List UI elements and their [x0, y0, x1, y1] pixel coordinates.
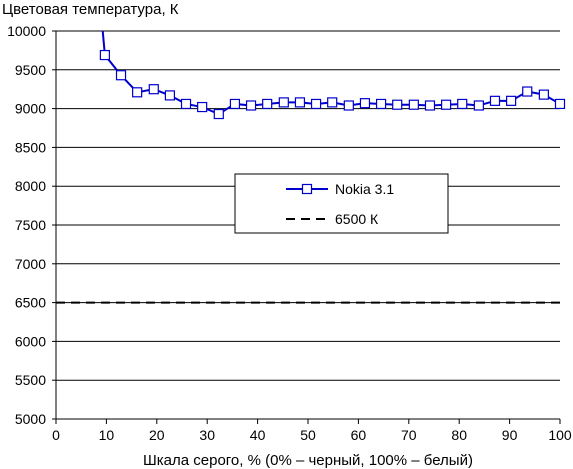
data-point: [294, 97, 306, 108]
data-point: [359, 98, 371, 109]
data-point: [489, 95, 501, 106]
legend-label-2: 6500 К: [335, 211, 379, 227]
x-tick-label: 60: [351, 427, 367, 443]
legend-box: [234, 173, 449, 234]
data-point: [278, 97, 289, 108]
axes: [52, 30, 561, 424]
x-tick-label: 30: [199, 427, 215, 443]
y-tick-label: 5000: [15, 411, 46, 427]
data-point: [262, 98, 273, 110]
y-tick-label: 8000: [15, 178, 46, 194]
x-axis-title: Шкала серого, % (0% – черный, 100% – бел…: [143, 452, 473, 469]
legend-label-1: Nokia 3.1: [335, 181, 394, 197]
x-tick-label: 80: [451, 427, 467, 443]
data-point: [506, 95, 517, 106]
x-tick-label: 70: [401, 427, 417, 443]
data-point: [132, 87, 143, 98]
y-tick-labels: 5000 5500 6000 6500 7000 7500 8000 8500 9000 9500…: [7, 23, 46, 427]
legend-marker: [301, 183, 313, 195]
data-point: [392, 99, 403, 110]
y-tick-label: 8500: [15, 139, 46, 155]
data-point: [310, 98, 322, 110]
y-tick-label: 7500: [15, 217, 46, 233]
x-tick-label: 10: [99, 427, 115, 443]
data-point: [99, 49, 110, 61]
series-layer: [56, 31, 566, 304]
data-point: [115, 70, 127, 81]
legend: Nokia 3.1 6500 К: [234, 173, 449, 234]
data-point: [164, 90, 176, 101]
y-axis-title: Цветовая температура, К: [2, 1, 179, 18]
x-tick-labels: 0 10 20 30 40 50 60 70 80 90 100: [52, 427, 572, 443]
data-point: [473, 100, 484, 111]
data-point: [343, 100, 354, 111]
data-point: [327, 97, 338, 108]
series-1: [99, 31, 566, 120]
data-point: [408, 99, 419, 110]
data-point: [213, 108, 224, 120]
data-point: [457, 98, 468, 110]
data-point: [229, 98, 241, 110]
y-tick-label: 9000: [15, 101, 46, 117]
x-tick-label: 100: [548, 427, 572, 443]
y-tick-label: 6000: [15, 333, 46, 349]
x-tick-label: 50: [300, 427, 316, 443]
x-tick-label: 20: [149, 427, 165, 443]
data-point: [440, 99, 452, 110]
y-tick-label: 9500: [15, 62, 46, 78]
data-point: [197, 101, 208, 113]
y-tick-label: 10000: [7, 23, 46, 39]
data-point: [148, 84, 159, 95]
data-point: [538, 89, 549, 100]
data-point: [522, 86, 533, 97]
data-point: [554, 98, 566, 110]
x-tick-label: 90: [502, 427, 518, 443]
data-point: [424, 100, 436, 111]
y-tick-label: 6500: [15, 295, 46, 311]
y-tick-label: 5500: [15, 372, 46, 388]
data-point: [375, 98, 387, 110]
data-point: [245, 100, 257, 111]
x-tick-label: 40: [250, 427, 266, 443]
data-point: [180, 98, 192, 110]
y-tick-label: 7000: [15, 256, 46, 272]
x-tick-label: 0: [52, 427, 60, 443]
